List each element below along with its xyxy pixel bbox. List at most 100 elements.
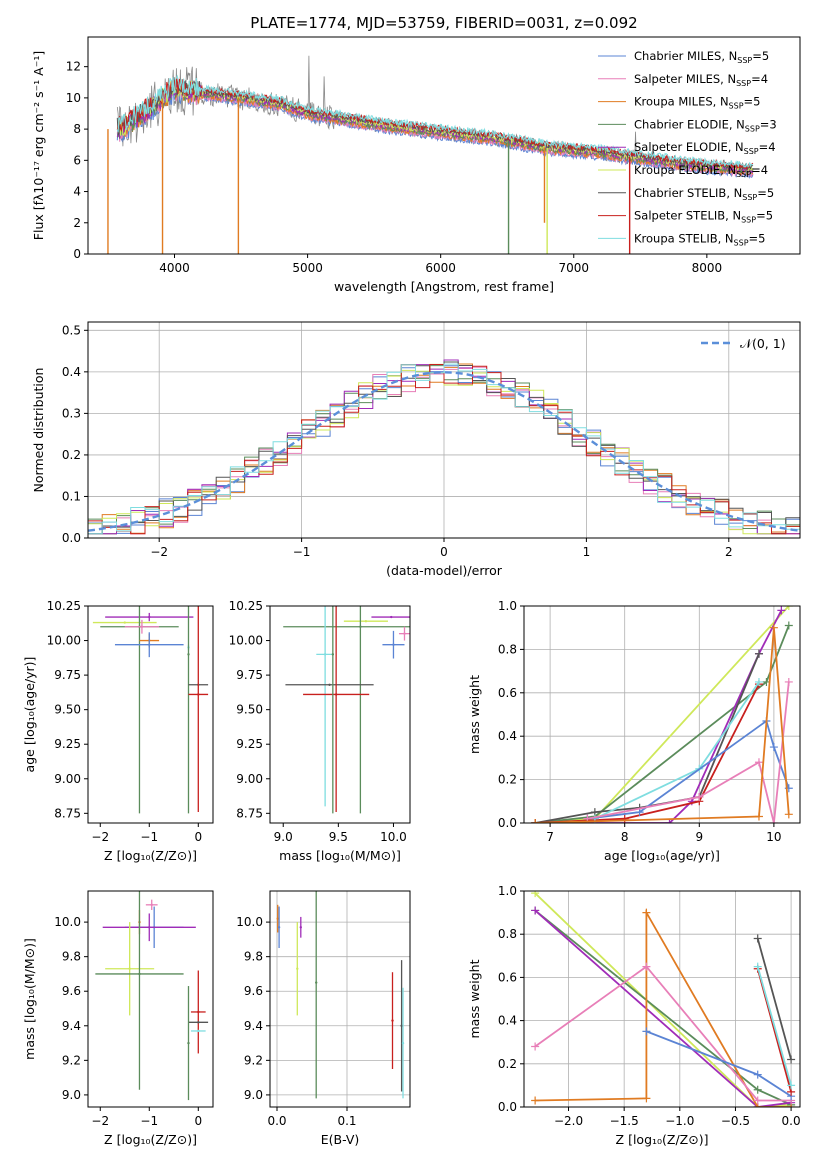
x-axis-label: Z [log₁₀(Z/Z⊙)] [616, 1132, 709, 1147]
y-tick-label: 8.75 [236, 806, 263, 820]
plus-marker [784, 621, 793, 630]
series-line [534, 909, 792, 1107]
x-axis-label: Z [log₁₀(Z/Z⊙)] [104, 1132, 197, 1147]
data-point [197, 1010, 200, 1014]
data-point [148, 643, 151, 646]
plus-marker [620, 814, 629, 823]
plus-marker [695, 792, 704, 801]
plus-marker [531, 891, 540, 898]
legend-nssp: =4 [751, 163, 768, 177]
data-point [276, 917, 279, 920]
panel-mass_vs_EBV: 0.0 0.1 9.0 9.2 9.4 9.6 9.8 10.0 E(B-V) [236, 890, 411, 1147]
legend-entry: Kroupa MILES, NSSP=5 [634, 95, 760, 111]
plus-marker [642, 1094, 651, 1103]
data-point [359, 625, 362, 628]
data-point [123, 621, 126, 624]
plus-marker [642, 962, 651, 971]
y-tick-label: 12 [66, 60, 81, 74]
y-tick-label: 9.6 [62, 984, 81, 998]
y-tick-label: 0.0 [62, 531, 81, 545]
y-tick-label: 0.2 [498, 1057, 517, 1071]
plus-marker [531, 906, 540, 915]
x-tick-label: 9.0 [274, 830, 293, 844]
panels: Chabrier MILES, NSSP=5 Salpeter MILES, NS… [22, 36, 801, 1147]
plot-area [283, 606, 410, 814]
legend-nssp: =4 [759, 140, 776, 154]
data-point [277, 926, 281, 929]
legend-subscript: SSP [742, 193, 757, 202]
x-tick-label: 4000 [159, 261, 190, 275]
legend-entry: 𝒩(0, 1) [740, 336, 786, 351]
y-axis-label: mass [log₁₀(M/M⊙)] [22, 938, 37, 1060]
y-tick-label: 10.00 [229, 634, 263, 648]
legend-entry: Kroupa ELODIE, NSSP=4 [634, 163, 768, 179]
data-point [328, 683, 331, 686]
x-axis-label: mass [log₁₀(M/M⊙)] [279, 848, 401, 863]
data-point [197, 1029, 200, 1033]
y-tick-label: 1.0 [498, 599, 517, 613]
x-axis-label: E(B-V) [321, 1132, 360, 1147]
x-tick-label: 10 [766, 830, 781, 844]
legend-nssp: =5 [752, 49, 769, 63]
series-line [535, 606, 790, 823]
legend-subscript: SSP [741, 216, 756, 225]
plus-marker [784, 810, 793, 819]
legend-nssp: =5 [749, 231, 766, 245]
plot-area [107, 55, 754, 254]
y-tick-label: 0.4 [498, 729, 517, 743]
legend-entry: Chabrier MILES, NSSP=5 [634, 49, 769, 65]
legend-subscript: SSP [745, 124, 760, 133]
plus-marker [642, 1027, 651, 1036]
x-tick-label: 7 [546, 830, 554, 844]
legend-subscript: SSP [734, 238, 749, 247]
plus-marker [753, 934, 762, 943]
y-tick-label: 0.2 [498, 773, 517, 787]
plus-marker [784, 606, 793, 610]
data-point [128, 967, 131, 970]
x-tick-label: 0.0 [267, 1114, 286, 1128]
y-tick-label: 0.5 [62, 323, 81, 337]
panel-weight_vs_age: 7 8 9 10 0.0 0.2 0.4 0.6 0.8 1.0 age [log₁₀(age/yr… [467, 599, 801, 863]
y-tick-label: 9.0 [244, 1088, 263, 1102]
x-tick-label: −1 [140, 1114, 158, 1128]
y-tick-label: 0.6 [498, 686, 517, 700]
plus-marker [769, 623, 778, 632]
data-point [148, 926, 151, 929]
legend-entry: Salpeter STELIB, NSSP=5 [634, 209, 773, 225]
axes-frame [523, 605, 801, 824]
x-tick-label: 6000 [425, 261, 456, 275]
y-tick-label: 9.75 [236, 668, 263, 682]
y-tick-label: 0.2 [62, 448, 81, 462]
series-line [534, 965, 792, 1102]
plus-marker [642, 908, 651, 917]
histogram-step [88, 363, 800, 535]
data-point [364, 620, 368, 623]
data-point [392, 643, 395, 646]
x-tick-label: 8 [621, 830, 629, 844]
legend-entry: Salpeter ELODIE, NSSP=4 [634, 140, 776, 156]
plus-marker [753, 1070, 762, 1079]
y-tick-label: 0.8 [498, 927, 517, 941]
series-line [756, 966, 792, 1086]
x-tick-label: −1 [140, 830, 158, 844]
data-point [390, 615, 393, 619]
data-point [391, 1019, 394, 1022]
y-tick-label: 9.4 [62, 1019, 81, 1033]
series-line [534, 909, 792, 1106]
axes-frame [87, 605, 214, 824]
legend-subscript: SSP [744, 147, 759, 156]
y-tick-label: 0.6 [498, 970, 517, 984]
x-tick-label: −1.0 [665, 1114, 694, 1128]
y-tick-label: 0.4 [498, 1014, 517, 1028]
series-line [534, 892, 792, 1107]
plus-marker [531, 1096, 540, 1105]
y-tick-label: 9.25 [54, 737, 81, 751]
x-tick-label: 2 [725, 545, 733, 559]
legend-nssp: =5 [757, 186, 774, 200]
data-point [150, 903, 153, 907]
plus-marker [665, 819, 674, 823]
y-tick-label: 8 [73, 122, 81, 136]
x-axis-label: Z [log₁₀(Z/Z⊙)] [104, 848, 197, 863]
x-tick-label: 7000 [558, 261, 589, 275]
y-tick-label: 9.2 [244, 1053, 263, 1067]
